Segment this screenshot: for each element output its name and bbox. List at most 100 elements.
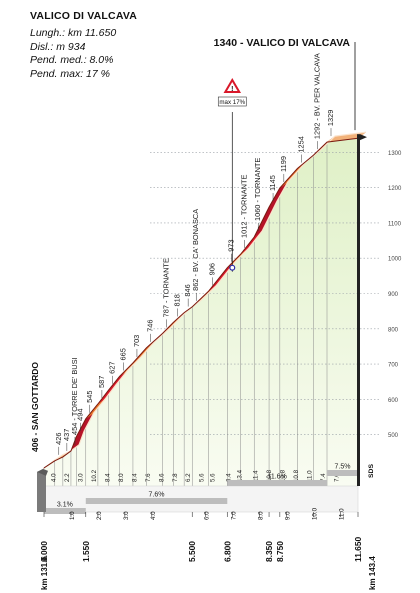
km-tick-label: 9.0: [285, 511, 292, 520]
annotation-label: 1145: [268, 175, 277, 191]
annotation-label: 545: [85, 390, 94, 402]
segment-gradient-label: 5.6: [199, 473, 206, 482]
annotation-label: 787 - TORNANTE: [162, 258, 171, 317]
segment-gradient-label: 4.0: [50, 473, 57, 482]
climb-stats: Lungh.: km 11.650 Disl.: m 934 Pend. med…: [30, 27, 116, 81]
average-gradient-bar: [85, 498, 228, 504]
km-tick-label: 10.0: [312, 507, 319, 520]
km-tick-label: 8.350: [264, 541, 274, 562]
average-gradient-bar: [44, 508, 86, 514]
km-tick-label: 6.0: [204, 511, 211, 520]
annotation-label: 746: [145, 320, 154, 332]
segment-gradient-label: 10.2: [91, 469, 98, 482]
segment-gradient-label: 8.6: [158, 473, 165, 482]
start-block-cap: [37, 468, 48, 476]
segment-gradient-label: 5.6: [209, 473, 216, 482]
elevation-tick-label: 800: [388, 327, 399, 333]
annotation-label: 437: [62, 429, 71, 441]
segment-gradient-label: 7.6: [145, 473, 152, 482]
start-block: [37, 471, 46, 512]
finish-flag-icon: [360, 134, 367, 141]
average-gradient-bar: [327, 470, 358, 476]
segment-gradient-label: 7.6: [333, 473, 340, 482]
annotation-label: 1199: [279, 156, 288, 172]
average-gradient-label: 3.1%: [57, 502, 73, 509]
annotation-label: 426: [54, 432, 63, 444]
elevation-tick-label: 1100: [388, 221, 402, 227]
segment-gradient-label: 7.4: [320, 473, 327, 482]
max-gradient-box: [217, 96, 247, 107]
km-tick-label: 8.0: [258, 511, 265, 520]
annotation-label: 454 - TORRE DE' BUSI: [70, 357, 79, 435]
segment-gradient-label: 11.0: [307, 470, 314, 482]
segment-gradient-label: 8.4: [104, 473, 111, 482]
warning-mark: !: [231, 86, 233, 93]
elevation-tick-label: 1000: [388, 257, 402, 263]
segment-gradient-label: 6.2: [185, 473, 192, 482]
climb-name: VALICO DI VALCAVA: [30, 10, 138, 22]
warning-triangle-icon: [223, 78, 242, 93]
km-tick-label: 5.500: [187, 541, 197, 562]
annotation-label: 494: [75, 408, 84, 420]
annotation-label: 818: [172, 294, 181, 306]
annotation-label: 627: [108, 362, 117, 374]
km-tick-label: 11.0: [338, 508, 345, 520]
elevation-tick-label: 1300: [388, 151, 402, 157]
segment-gradient-label: 10.8: [293, 469, 300, 482]
elevation-tick-label: 600: [388, 398, 399, 404]
segment-gradient-label: 2.2: [64, 473, 71, 482]
sds-label: SDS: [368, 464, 375, 478]
segment-gradient-label: 10.8: [280, 469, 287, 482]
stat-avg-gradient: Pend. med.: 8.0%: [30, 54, 114, 66]
km-tick-label: 8.750: [275, 541, 285, 562]
km-tick-label: 3.0: [123, 511, 130, 520]
annotation-label: 973: [226, 239, 235, 251]
stat-max-gradient: Pend. max: 17 %: [30, 67, 110, 80]
segment-gradient-label: 8.0: [118, 473, 125, 482]
km-end-label: km 143.4: [368, 556, 377, 590]
annotation-label: 665: [118, 348, 127, 360]
elevation-tick-label: 900: [388, 292, 399, 298]
segment-gradient-label: 7.8: [172, 473, 179, 482]
average-gradient-label: 7.5%: [335, 464, 351, 471]
segment-gradient-label: 3.0: [77, 473, 84, 482]
km-tick-label: 6.800: [222, 541, 232, 562]
km-tick-label: 2.0: [96, 511, 103, 520]
annotation-label: 703: [132, 335, 141, 347]
km-tick-label: 1.550: [81, 541, 91, 562]
annotation-label: 862 - BV. CA' BONASCA: [191, 209, 200, 291]
average-gradient-bar: [227, 480, 328, 486]
km-tick-label: 0.000: [39, 541, 49, 562]
km-start-label: km 131.6: [40, 556, 49, 590]
km-tick-label: 1.0: [69, 511, 76, 520]
annotation-label: 587: [97, 376, 106, 388]
segment-gradient-label: 6.4: [226, 473, 233, 482]
elevation-tick-label: 500: [388, 433, 399, 439]
segment-gradient-label: 11.4: [253, 470, 260, 482]
profile-area: [44, 138, 358, 486]
annotation-label: 1012 - TORNANTE: [240, 175, 249, 238]
start-label: 406 - SAN GOTTARDO: [30, 362, 40, 452]
road-bottom-edge: [43, 137, 359, 469]
km-tick-label: 7.0: [231, 511, 238, 520]
segment-gradient-label: 8.4: [131, 473, 138, 482]
annotation-label: 1060 - TORNANTE: [253, 158, 262, 221]
elevation-tick-label: 1200: [388, 186, 402, 192]
chart-title: 1340 - VALICO DI VALCAVA: [214, 37, 351, 49]
stat-length: Lungh.: km 11.650: [30, 27, 117, 39]
segment-gradient-label: 10.8: [266, 469, 273, 482]
km-tick-label: 4.0: [150, 511, 157, 520]
annotation-label: 906: [207, 263, 216, 275]
annotation-label: 846: [183, 284, 192, 296]
annotation-label: 1329: [326, 110, 335, 126]
stat-elevation-gain: Disl.: m 934: [30, 40, 86, 53]
elevation-tick-label: 700: [388, 363, 399, 369]
average-gradient-label: 7.6%: [149, 492, 165, 499]
annotation-label: 1254: [296, 136, 305, 152]
segment-gradient-label: 13.4: [236, 469, 243, 482]
annotation-label: 1292 - BV. PER VALCAVA: [313, 53, 322, 139]
max-gradient-point: [229, 264, 236, 271]
km-tick-label: 11.650: [353, 537, 363, 562]
max-gradient-label: max 17%: [219, 99, 245, 106]
